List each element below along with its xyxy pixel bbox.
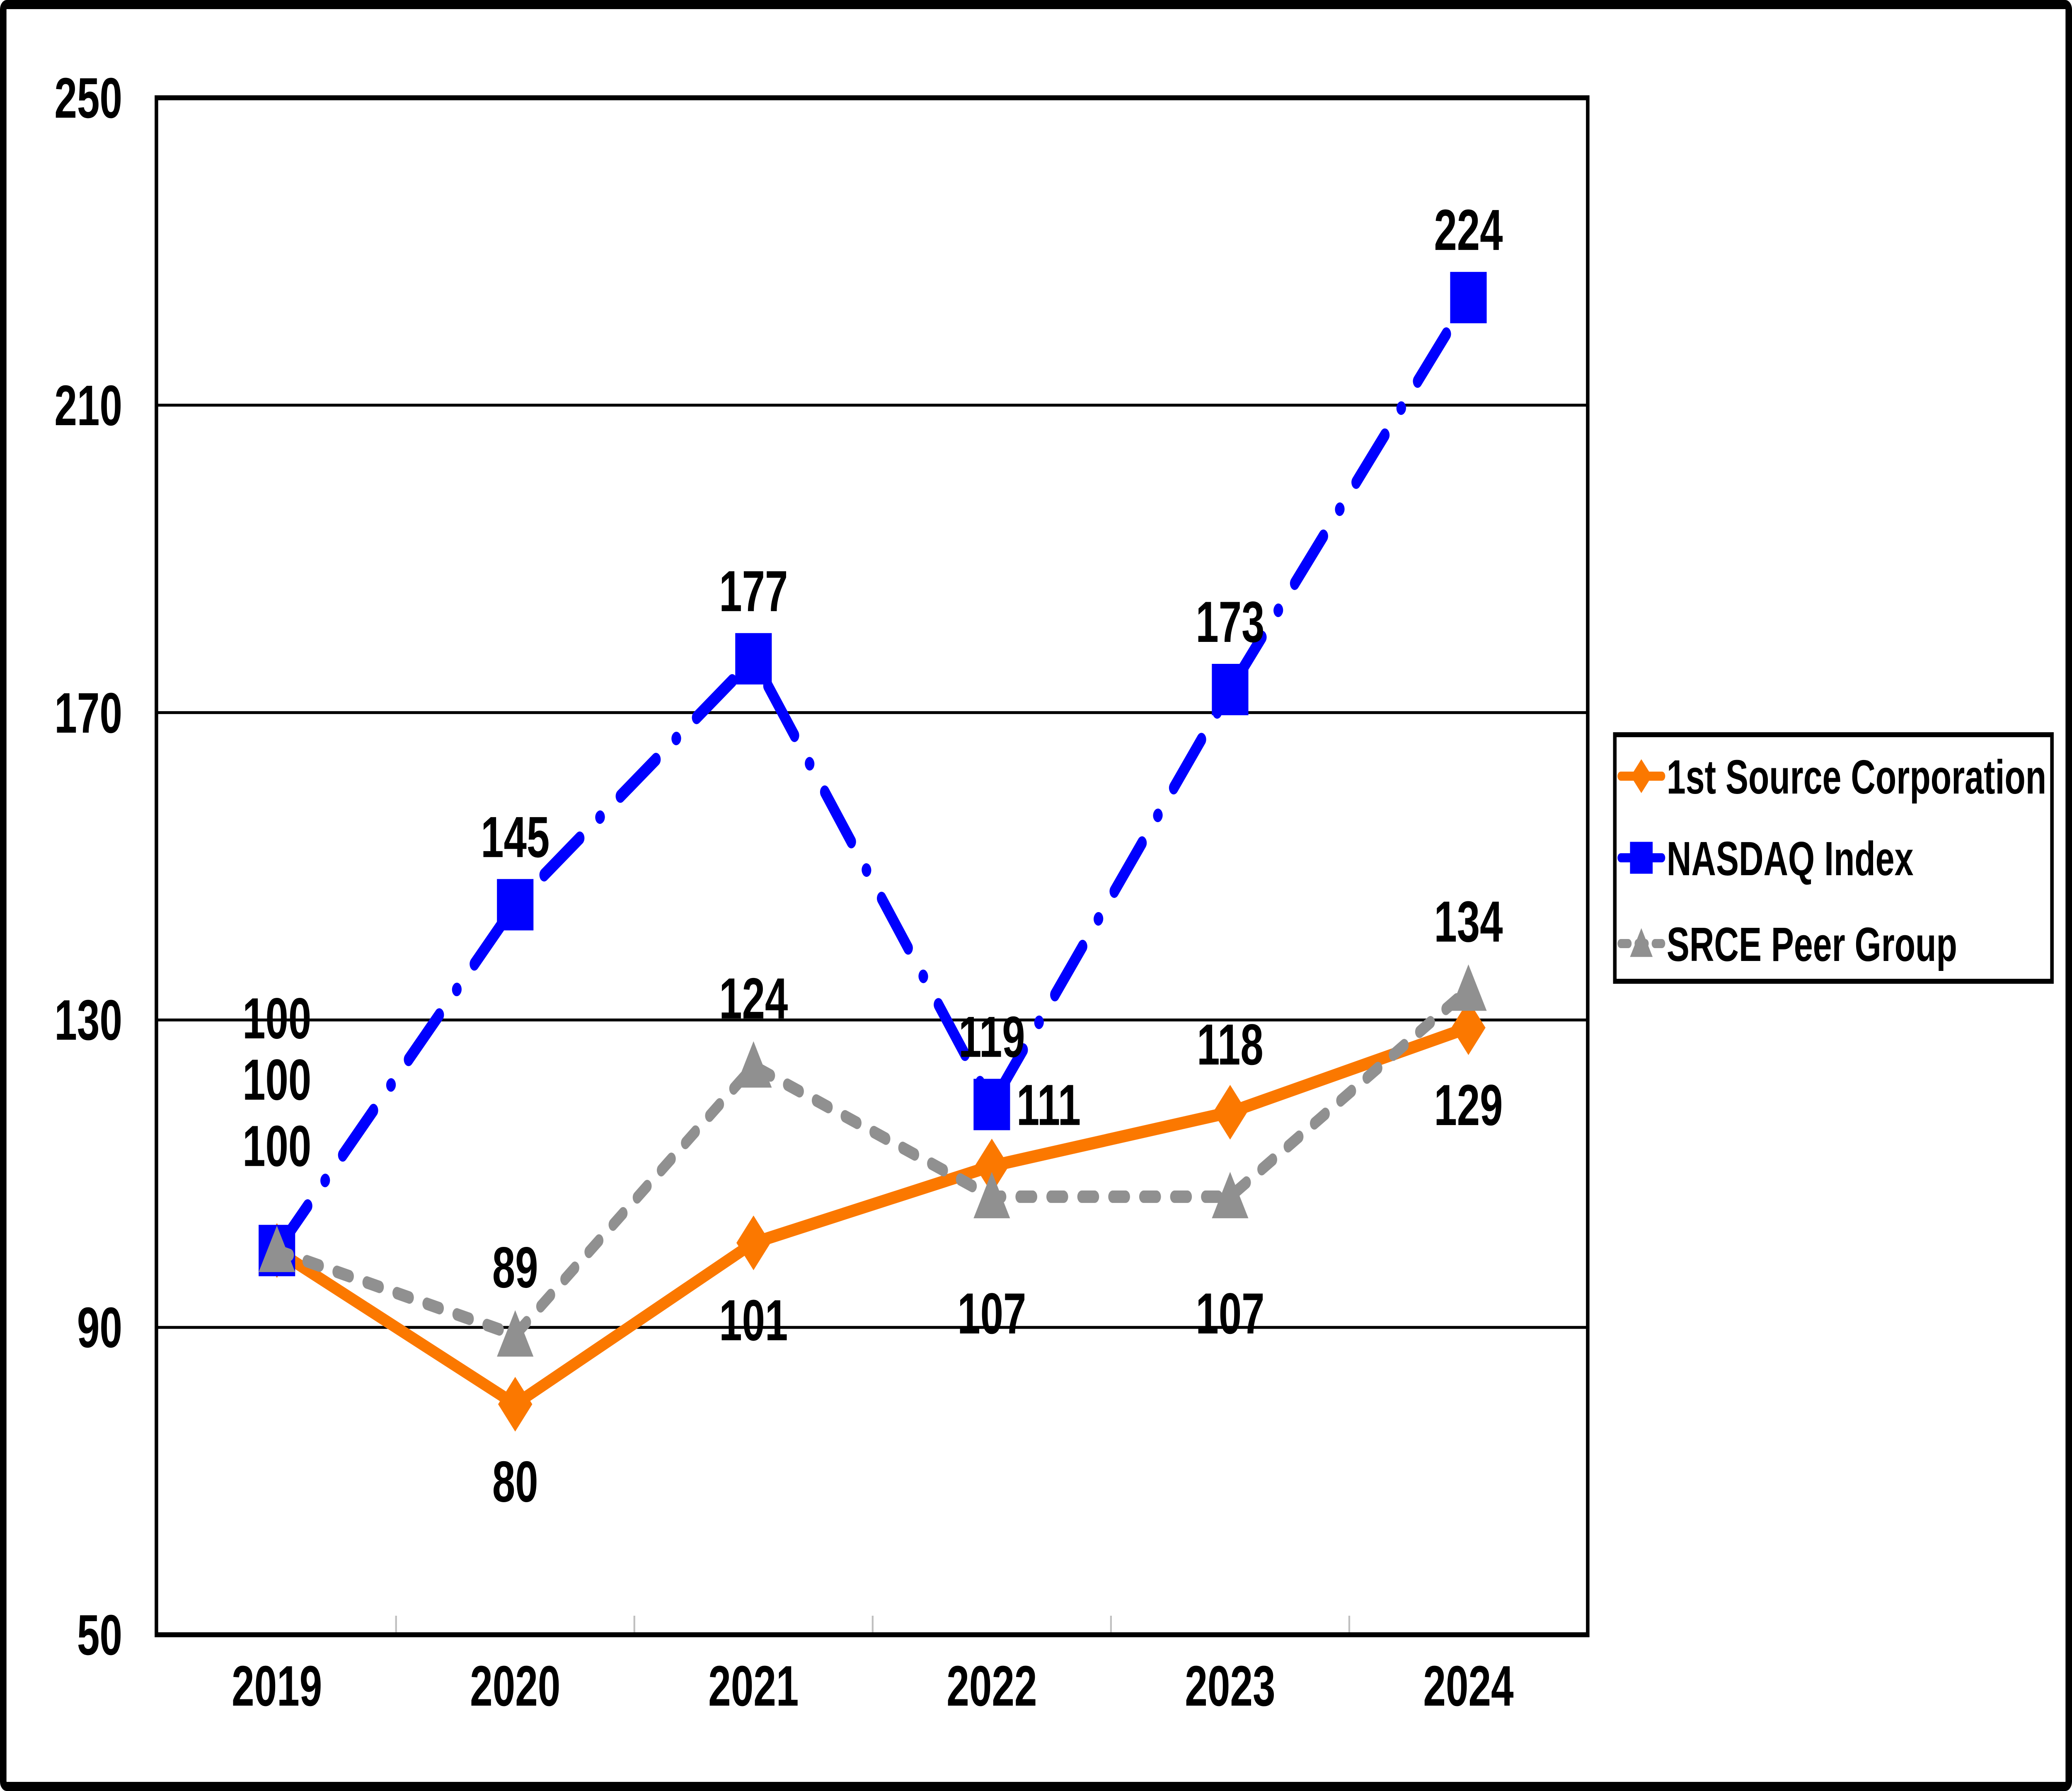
y-tick-label: 50	[77, 1604, 122, 1667]
diamond-marker-1st-source-corporation	[1213, 1084, 1247, 1140]
data-label-1st-source-corporation: 80	[492, 1449, 538, 1514]
legend-box	[1613, 732, 2054, 984]
square-marker-nasdaq-index	[973, 1079, 1010, 1130]
triangle-marker-srce-peer-group	[497, 1310, 534, 1357]
x-tick-label: 2019	[232, 1655, 322, 1718]
data-label-srce-peer-group: 107	[957, 1281, 1026, 1346]
category-ticks	[395, 1616, 1351, 1632]
legend-label-1st-source-corporation: 1st Source Corporation	[1667, 750, 2046, 804]
y-axis-labels: 50 90 130 170 210 250	[54, 67, 122, 1667]
y-tick-label: 130	[54, 989, 122, 1052]
data-labels: 100 80 101 111 118 129 100 145 177 119 173 224 100 89…	[242, 197, 1503, 1514]
data-label-nasdaq-index: 173	[1196, 589, 1264, 654]
x-axis-labels: 2019 2020 2021 2022 2023 2024	[232, 1655, 1514, 1718]
series-line-nasdaq-index	[272, 291, 1473, 1257]
plot-area	[155, 95, 1590, 1637]
x-tick-label: 2020	[470, 1655, 560, 1718]
data-label-srce-peer-group: 100	[242, 1047, 311, 1112]
series-srce-peer-group	[259, 964, 1487, 1357]
data-label-1st-source-corporation: 111	[1017, 1072, 1081, 1138]
data-label-1st-source-corporation: 118	[1197, 1012, 1264, 1077]
data-label-1st-source-corporation: 129	[1434, 1072, 1503, 1138]
triangle-marker-srce-peer-group	[735, 1041, 772, 1088]
diamond-marker-1st-source-corporation	[736, 1215, 771, 1271]
data-label-srce-peer-group: 89	[492, 1235, 538, 1300]
series-line-1st-source-corporation	[272, 1021, 1473, 1411]
x-tick-label: 2024	[1423, 1655, 1513, 1718]
legend-diamond-marker-1st-source-corporation	[1631, 759, 1652, 793]
legend-key-nasdaq-index	[1617, 842, 1665, 874]
diamond-marker-1st-source-corporation	[498, 1377, 533, 1432]
y-tick-label: 90	[77, 1296, 122, 1360]
square-marker-nasdaq-index	[735, 633, 772, 685]
y-tick-label: 210	[54, 374, 122, 438]
triangle-marker-srce-peer-group	[1450, 964, 1487, 1011]
legend-square-marker-nasdaq-index	[1630, 842, 1653, 874]
legend-key-1st-source-corporation	[1617, 759, 1665, 793]
triangle-marker-srce-peer-group	[1212, 1171, 1249, 1218]
diamond-marker-1st-source-corporation	[1451, 1000, 1486, 1055]
y-tick-label: 250	[54, 67, 122, 130]
legend-triangle-marker-srce-peer-group	[1630, 928, 1653, 957]
series	[259, 272, 1487, 1432]
series-line-srce-peer-group	[272, 983, 1473, 1341]
x-tick-label: 2022	[946, 1655, 1037, 1718]
data-label-srce-peer-group: 134	[1434, 889, 1503, 954]
data-label-nasdaq-index: 119	[959, 1004, 1025, 1070]
data-label-nasdaq-index: 177	[719, 559, 788, 624]
triangle-marker-srce-peer-group	[973, 1171, 1010, 1218]
y-tick-label: 170	[54, 682, 122, 745]
data-label-nasdaq-index: 145	[481, 804, 549, 869]
legend-key-srce-peer-group	[1617, 928, 1665, 957]
legend: 1st Source Corporation NASDAQ Index SRCE…	[1613, 732, 2054, 984]
square-marker-nasdaq-index	[497, 879, 534, 931]
square-marker-nasdaq-index	[1450, 272, 1487, 324]
data-label-1st-source-corporation: 100	[242, 1113, 311, 1179]
x-tick-label: 2023	[1185, 1655, 1275, 1718]
data-label-nasdaq-index: 224	[1434, 197, 1503, 262]
x-tick-label: 2021	[708, 1655, 799, 1718]
square-marker-nasdaq-index	[1212, 663, 1249, 715]
data-label-srce-peer-group: 107	[1196, 1281, 1264, 1346]
data-label-nasdaq-index: 100	[242, 986, 311, 1051]
legend-label-nasdaq-index: NASDAQ Index	[1667, 832, 1914, 886]
triangle-marker-srce-peer-group	[259, 1225, 295, 1272]
legend-label-srce-peer-group: SRCE Peer Group	[1667, 918, 1957, 971]
data-label-1st-source-corporation: 101	[719, 1288, 788, 1353]
data-label-srce-peer-group: 124	[719, 966, 788, 1031]
